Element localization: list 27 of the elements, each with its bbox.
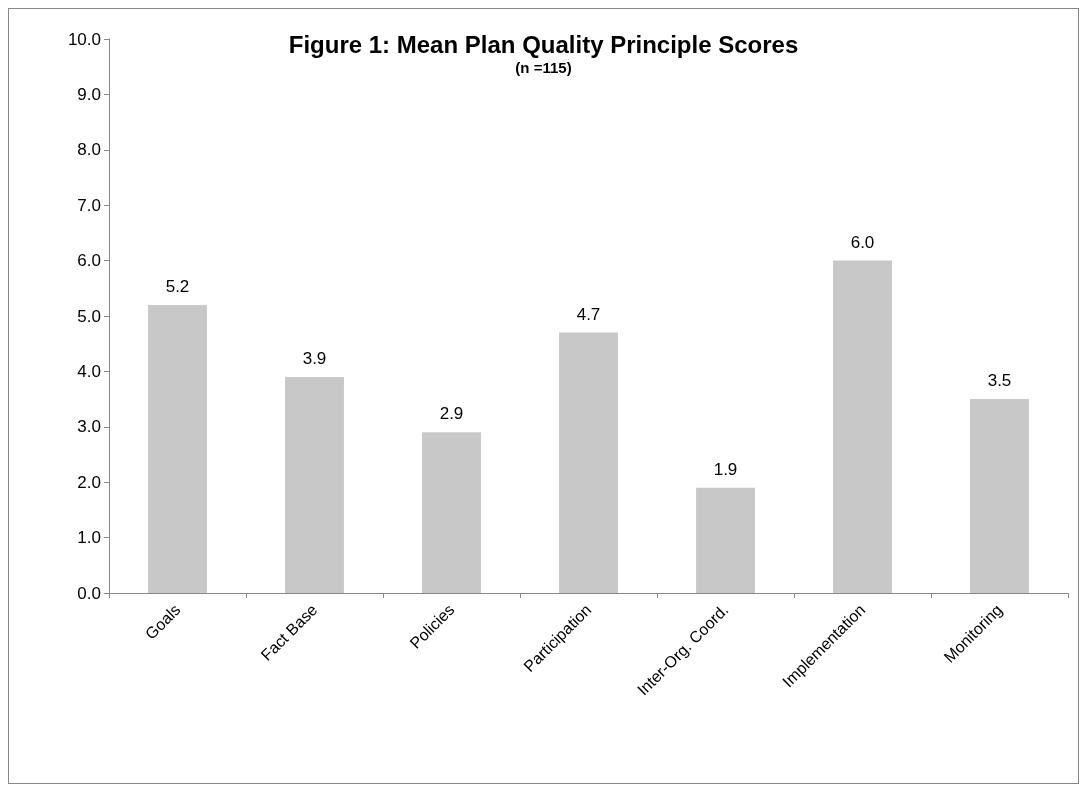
y-tick-label: 1.0 bbox=[77, 528, 101, 548]
data-label: 2.9 bbox=[439, 404, 464, 424]
data-label: 4.7 bbox=[576, 304, 601, 324]
bar bbox=[833, 260, 892, 593]
data-label: 3.5 bbox=[987, 371, 1012, 391]
y-tick-label: 5.0 bbox=[77, 306, 101, 326]
bar bbox=[970, 399, 1029, 593]
y-tick-label: 10.0 bbox=[67, 29, 101, 49]
bar bbox=[422, 432, 481, 593]
bar bbox=[148, 304, 207, 593]
chart-title: Figure 1: Mean Plan Quality Principle Scores bbox=[288, 30, 799, 58]
bar bbox=[559, 332, 618, 593]
y-tick-label: 8.0 bbox=[77, 140, 101, 160]
data-label: 1.9 bbox=[713, 459, 738, 479]
data-label: 6.0 bbox=[850, 232, 875, 252]
y-tick-label: 2.0 bbox=[77, 472, 101, 492]
y-tick-label: 9.0 bbox=[77, 84, 101, 104]
y-tick-label: 6.0 bbox=[77, 251, 101, 271]
y-tick-label: 3.0 bbox=[77, 417, 101, 437]
y-tick-label: 0.0 bbox=[77, 583, 101, 603]
data-label: 3.9 bbox=[302, 348, 327, 368]
y-tick-label: 4.0 bbox=[77, 361, 101, 381]
data-label: 5.2 bbox=[165, 276, 190, 296]
bar bbox=[696, 487, 755, 593]
text: (n =115) bbox=[515, 59, 572, 76]
y-tick-label: 7.0 bbox=[77, 195, 101, 215]
bar bbox=[285, 376, 344, 593]
